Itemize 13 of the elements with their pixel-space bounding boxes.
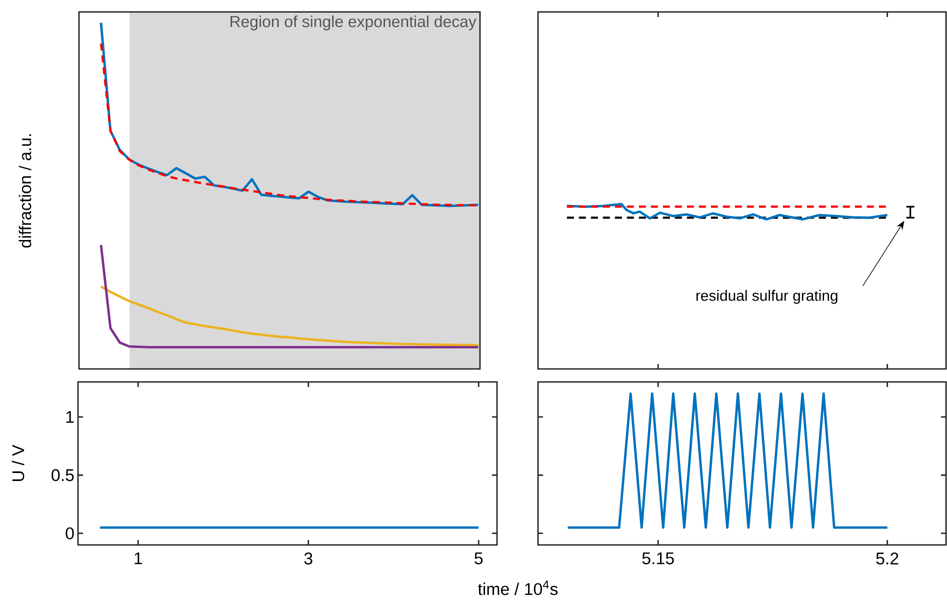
- y-tick-label: 0.5: [52, 469, 74, 482]
- y-axis-title: U / V: [12, 444, 24, 481]
- annotation: residual sulfur grating: [696, 290, 838, 304]
- x-axis-title: time / 10$^{4}$s: [478, 580, 558, 596]
- x-tick-label: 5.15: [642, 552, 674, 564]
- x-tick-label: 1: [134, 552, 142, 564]
- x-tick-label: 5.2: [876, 552, 898, 564]
- x-tick-label: 3: [304, 552, 312, 564]
- y-tick-label: 0: [66, 527, 74, 540]
- y-axis-title: diffraction / a.u.: [18, 134, 32, 248]
- x-tick-label: 5: [474, 552, 483, 564]
- annotation: Region of single exponential decay: [230, 16, 476, 30]
- y-tick-label: 1: [66, 411, 74, 423]
